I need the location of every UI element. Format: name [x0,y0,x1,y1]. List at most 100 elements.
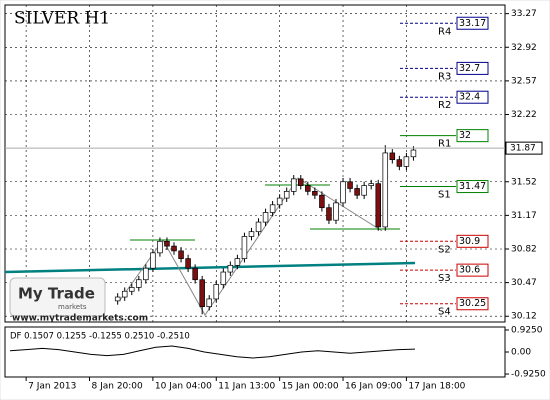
chart-title: SILVER H1 [14,9,110,29]
candle-body [178,250,184,259]
y-tick-label: 30.12 [511,312,537,322]
x-tick-label: 16 Jan 09:00 [345,382,402,392]
indicator-tick-label: -0.9250 [511,370,546,380]
candle-body [382,152,389,228]
candle-body [129,287,135,292]
last-price-box [505,141,543,155]
zigzag [119,177,383,316]
candle-body [234,258,241,266]
candle-body [255,221,262,233]
candle-body [410,149,417,158]
indicator-label: DF 0.1507 0.1255 -0.1255 0.2510 -0.2510 [10,332,190,342]
candle-body [220,271,227,285]
indicator-line [9,345,416,359]
logo-sub: markets [58,303,87,311]
price-frame [4,4,506,323]
candle-body [206,298,212,307]
x-tick-label: 11 Jan 13:00 [218,382,275,392]
trend-line [4,261,416,274]
level-label: 30.25 [459,298,486,309]
candle-body [333,202,339,221]
candle-body [262,212,269,223]
candle-body [143,267,149,281]
level-box [456,234,489,248]
indicator-tick-label: 0.9250 [511,325,543,335]
level-name: S1 [438,190,451,201]
level-name: S3 [438,273,451,284]
logo-name: My Trade [18,285,95,303]
level-name: S2 [438,244,451,255]
candle-body [283,191,290,199]
candle-body [164,240,170,247]
candle-body [305,185,311,192]
candle-body [248,231,255,237]
candle-body [192,267,198,281]
candle-body [241,236,248,259]
x-tick-label: 15 Jan 00:00 [282,382,339,392]
candle-body [136,279,142,288]
candle-body [227,264,234,273]
y-tick-label: 33.27 [511,9,537,19]
last-price-label: 31.87 [510,144,536,154]
candle-body [269,204,276,213]
level-box [456,16,489,30]
level-name: R1 [438,139,451,150]
x-tick-label: 17 Jan 18:00 [408,382,465,392]
logo: My Trade markets www.mytrademarkets.com [9,277,148,324]
candle-body [340,181,346,204]
candle-body [121,290,128,298]
candle-body [185,258,191,269]
candle-body [403,156,410,167]
level-name: R3 [438,71,451,82]
candle-body [150,252,156,269]
candle-body [347,181,353,189]
level-box [456,90,489,104]
candle-body [171,245,177,252]
y-tick-label: 32.57 [511,76,537,86]
level-label: 30.9 [459,236,480,247]
level-box [456,263,489,277]
level-box [456,61,489,75]
level-box [456,297,489,311]
candle-body [290,178,297,192]
y-tick-label: 31.52 [511,177,537,187]
y-tick-label: 32.22 [511,110,537,120]
y-tick-label: 30.47 [511,278,537,288]
level-label: 32.7 [459,63,480,74]
level-label: 32 [459,130,471,141]
candle-body [276,197,283,206]
x-tick-label: 8 Jan 20:00 [92,382,144,392]
level-name: R4 [438,26,451,37]
level-label: 33.17 [459,18,486,29]
indicator-tick-label: 0.00 [511,348,531,358]
level-box [456,180,489,194]
logo-url: www.mytrademarkets.com [12,314,148,324]
candle-body [157,240,163,254]
x-tick-label: 10 Jan 04:00 [155,382,212,392]
x-tick-label: 7 Jan 2013 [28,382,76,392]
candle-body [361,185,367,196]
grid [5,5,505,322]
level-label: 31.47 [459,181,486,192]
y-tick-label: 30.82 [511,244,537,254]
y-tick-label: 32.92 [511,43,537,53]
candle-body [326,207,332,221]
candle-body [319,194,325,209]
level-box [456,129,489,143]
candle-body [375,183,381,228]
candle-body [312,191,318,196]
candle-body [199,279,205,307]
y-tick-label: 31.17 [511,211,537,221]
candle-body [114,296,121,302]
candle-body [298,178,304,186]
candle-body [368,183,374,186]
level-label: 30.6 [459,265,480,276]
candle-body [389,152,396,161]
level-name: S4 [438,307,451,318]
candle-body [354,188,360,196]
candle-body [396,159,403,167]
logo-box [9,277,106,317]
candle-body [213,284,220,300]
level-label: 32.4 [459,92,480,103]
